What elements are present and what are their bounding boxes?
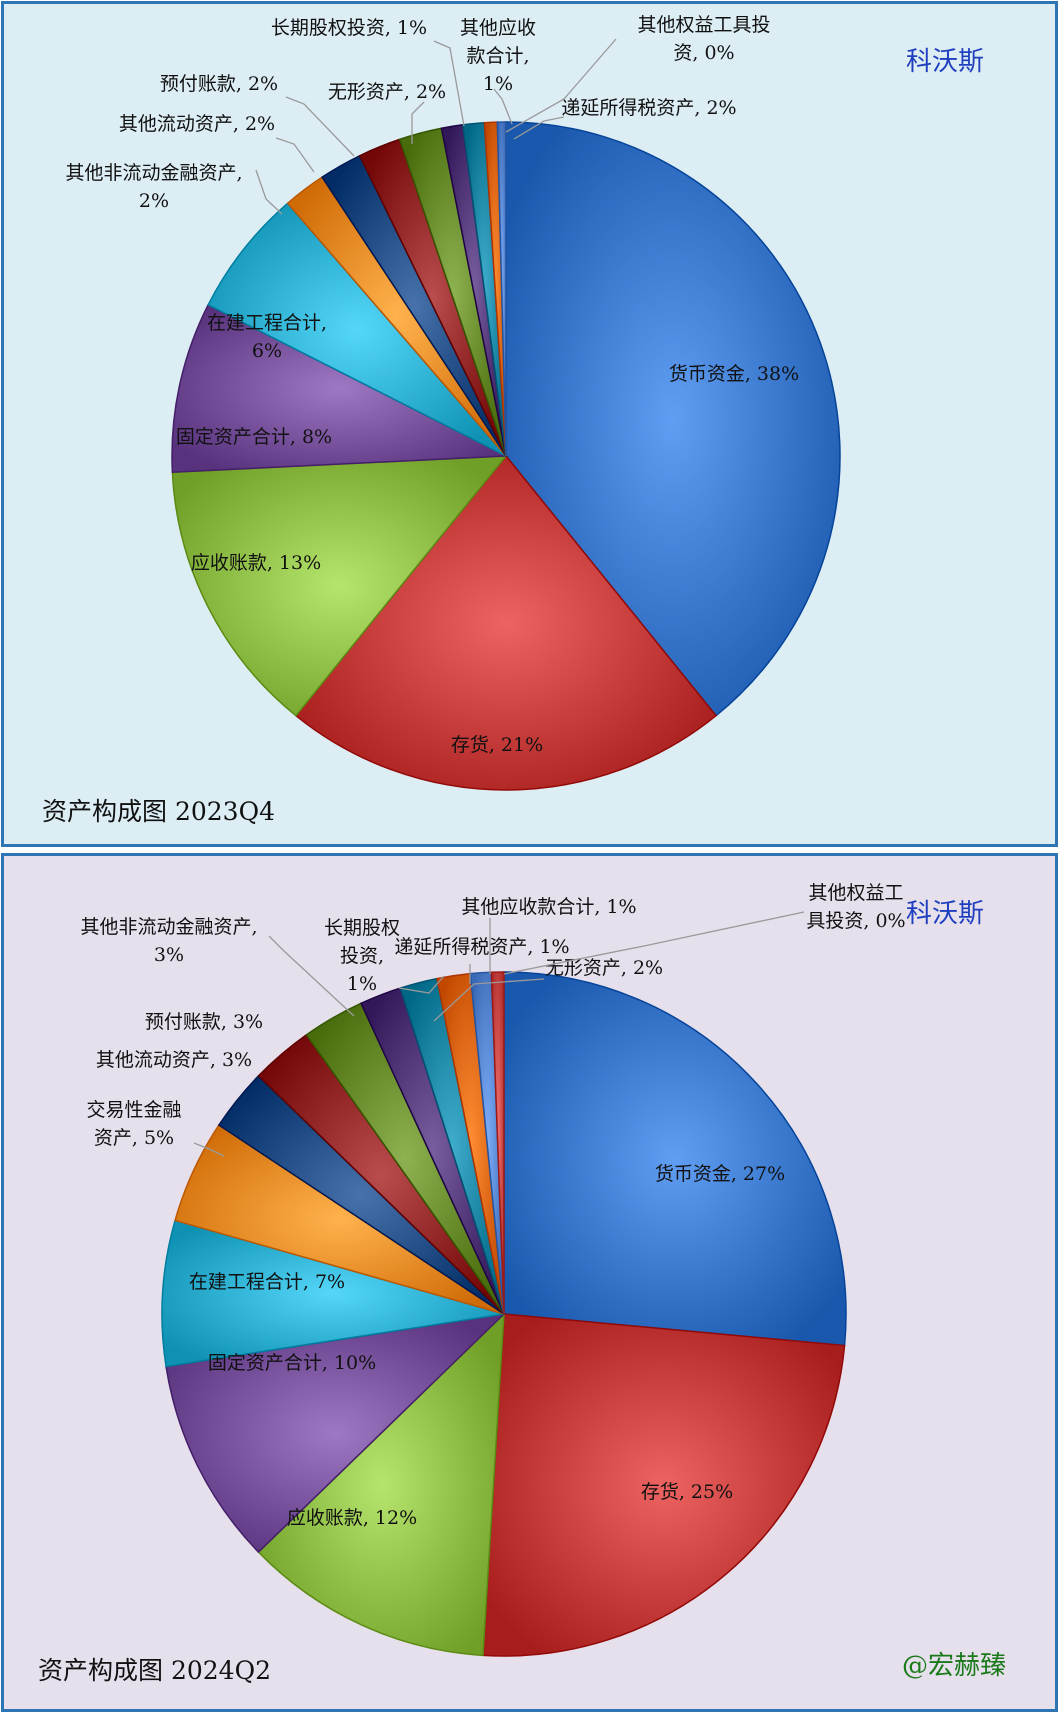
leader-line xyxy=(268,935,355,1017)
leader-line xyxy=(411,101,425,144)
author-watermark: @宏赫臻 xyxy=(902,1651,1007,1681)
slice-label: 无形资产, 2% xyxy=(545,957,663,979)
pie-slice xyxy=(503,971,847,1347)
leader-line xyxy=(433,40,465,127)
chart-panel-2024q2: 货币资金, 27% 存货, 25% 应收账款, 12% 固定资产合计, 10% 在建工程… xyxy=(1,853,1058,1712)
slice-label: 其他流动资产, 3% xyxy=(96,1049,252,1071)
pie-slice xyxy=(171,455,508,717)
slice-label: 应收账款, 12% xyxy=(287,1507,417,1529)
slice-label: 递延所得税资产, 2% xyxy=(561,97,736,119)
slice-label: 其他权益工具投资, 0% xyxy=(806,882,905,932)
pie-slice xyxy=(171,303,509,474)
pie-slice xyxy=(505,121,841,717)
leader-line xyxy=(505,38,617,133)
pie-chart-2024q2: 货币资金, 27% 存货, 25% 应收账款, 12% 固定资产合计, 10% 在建工程… xyxy=(80,882,906,1657)
slice-label: 预付账款, 2% xyxy=(160,73,278,95)
slice-label: 存货, 21% xyxy=(451,734,543,756)
slice-label: 递延所得税资产, 1% xyxy=(394,936,569,958)
brand-label: 科沃斯 xyxy=(906,899,985,929)
slice-label: 存货, 25% xyxy=(641,1481,733,1503)
slice-label: 无形资产, 2% xyxy=(328,81,446,103)
leader-line xyxy=(503,911,805,975)
leader-line xyxy=(275,137,315,173)
slice-label: 预付账款, 3% xyxy=(145,1011,263,1033)
pie-slice xyxy=(490,971,505,1315)
slice-label: 交易性金融资产, 5% xyxy=(86,1099,181,1149)
slice-label: 货币资金, 27% xyxy=(655,1163,785,1185)
chart-title: 资产构成图 2023Q4 xyxy=(42,797,275,826)
leader-line xyxy=(255,169,283,215)
slice-label: 其他应收款合计, 1% xyxy=(461,896,636,918)
pie-slice xyxy=(496,121,507,457)
pie-slice xyxy=(294,454,718,791)
leader-line xyxy=(433,978,545,1022)
leader-line xyxy=(493,88,513,125)
pie-slice xyxy=(161,1219,505,1368)
leader-line xyxy=(513,116,565,140)
slice-label: 长期股权投资, 1% xyxy=(271,17,427,39)
chart-title: 资产构成图 2024Q2 xyxy=(38,1656,271,1685)
pie-slice xyxy=(207,202,507,457)
brand-label: 科沃斯 xyxy=(906,47,985,77)
leader-line xyxy=(193,1142,225,1157)
slice-label: 其他应收款合计, 1% xyxy=(460,17,536,95)
slice-label: 固定资产合计, 10% xyxy=(208,1352,376,1374)
slice-label: 长期股权投资, 1% xyxy=(324,917,400,995)
slice-label: 在建工程合计, 6% xyxy=(207,312,327,362)
chart-panel-2023q4: 货币资金, 38% 存货, 21% 应收账款, 13% 固定资产合计, 8% 在建工程合… xyxy=(1,1,1058,847)
slice-label: 其他流动资产, 2% xyxy=(119,113,275,135)
leader-line xyxy=(398,975,445,994)
slice-label: 在建工程合计, 7% xyxy=(189,1271,345,1293)
pie-slice xyxy=(257,1312,505,1657)
pie-chart-2023q4: 货币资金, 38% 存货, 21% 应收账款, 13% 固定资产合计, 8% 在建工程合… xyxy=(65,14,841,791)
slice-label: 其他权益工具投资, 0% xyxy=(637,14,770,64)
leader-line xyxy=(285,96,355,157)
pie-slice xyxy=(165,1312,507,1554)
slice-label: 其他非流动金融资产, 2% xyxy=(65,162,242,212)
slice-label: 货币资金, 38% xyxy=(669,363,799,385)
slice-label: 其他非流动金融资产, 3% xyxy=(80,916,257,966)
slice-label: 固定资产合计, 8% xyxy=(176,426,332,448)
pie-slice xyxy=(482,1313,846,1657)
slice-label: 应收账款, 13% xyxy=(191,552,321,574)
